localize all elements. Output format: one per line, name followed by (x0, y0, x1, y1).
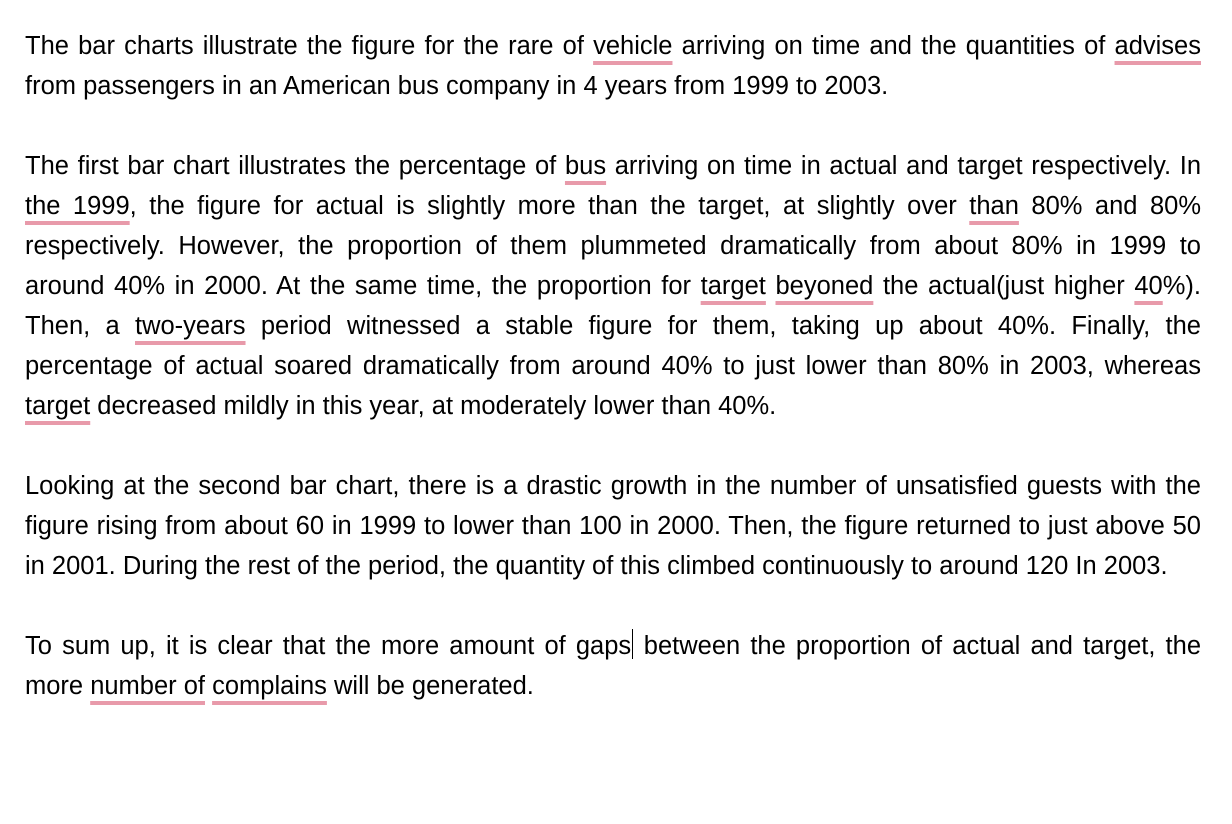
text-run (766, 272, 776, 300)
paragraph-first-chart[interactable]: The first bar chart illustrates the perc… (25, 146, 1201, 426)
text-run: the actual(just higher (873, 272, 1135, 300)
text-run: period witnessed a stable figure for the… (25, 312, 1201, 380)
spelling-error-word[interactable]: advises (1114, 32, 1201, 60)
text-run: between the proportion of actual and tar… (25, 632, 1201, 700)
text-cursor (631, 629, 634, 659)
spelling-error-word[interactable]: than (969, 192, 1019, 220)
spelling-error-word[interactable]: complains (212, 672, 327, 700)
text-run: The first bar chart illustrates the perc… (25, 152, 565, 180)
text-run: Looking at the second bar chart, there i… (25, 472, 1201, 580)
spelling-error-word[interactable]: 40 (1134, 272, 1163, 300)
text-run: arriving on time and the quantities of (672, 32, 1115, 60)
spelling-error-word[interactable]: beyoned (775, 272, 874, 300)
text-run: arriving on time in actual and target re… (606, 152, 1201, 180)
text-run: 80% and 80% respectively. However, the p… (25, 192, 1201, 300)
document-body[interactable]: The bar charts illustrate the figure for… (25, 26, 1201, 706)
spelling-error-word[interactable]: the 1999 (25, 192, 130, 220)
text-run: %). Then, a (25, 272, 1201, 340)
paragraph-introduction[interactable]: The bar charts illustrate the figure for… (25, 26, 1201, 106)
text-run: decreased mildly in this year, at modera… (90, 392, 777, 420)
spelling-error-word[interactable]: vehicle (593, 32, 673, 60)
text-run: will be generated. (326, 672, 534, 700)
paragraph-conclusion[interactable]: To sum up, it is clear that the more amo… (25, 626, 1201, 706)
spelling-error-word[interactable]: two-years (135, 312, 246, 340)
text-run: To sum up, it is clear that the more amo… (25, 632, 632, 660)
text-run: , the figure for actual is slightly more… (129, 192, 970, 220)
text-run: from passengers in an American bus compa… (25, 72, 889, 100)
spelling-error-word[interactable]: bus (564, 152, 607, 180)
paragraph-second-chart[interactable]: Looking at the second bar chart, there i… (25, 466, 1201, 586)
spelling-error-word[interactable]: number of (90, 672, 205, 700)
spelling-error-word[interactable]: target (25, 392, 91, 420)
spelling-error-word[interactable]: target (700, 272, 766, 300)
text-run: The bar charts illustrate the figure for… (25, 32, 594, 60)
